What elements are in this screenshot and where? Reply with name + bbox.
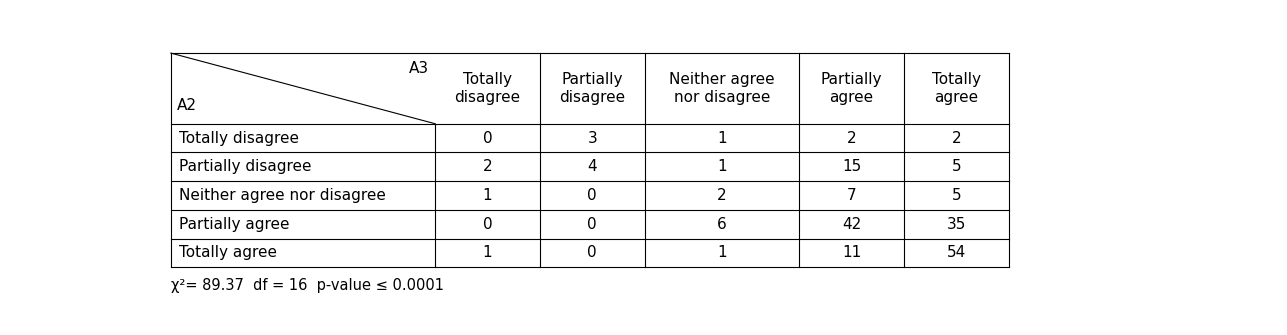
Text: 1: 1 (717, 245, 727, 260)
Text: 0: 0 (587, 188, 597, 203)
Text: 1: 1 (717, 159, 727, 174)
Text: 1: 1 (483, 188, 493, 203)
Text: 4: 4 (587, 159, 597, 174)
Text: A3: A3 (409, 61, 429, 76)
Text: 42: 42 (842, 217, 861, 232)
Text: Totally agree: Totally agree (179, 245, 277, 260)
Text: 0: 0 (483, 131, 493, 146)
Text: Totally
agree: Totally agree (932, 72, 981, 105)
Text: 5: 5 (951, 188, 961, 203)
Text: 1: 1 (717, 131, 727, 146)
Text: Partially
agree: Partially agree (821, 72, 883, 105)
Text: 6: 6 (717, 217, 727, 232)
Text: Partially agree: Partially agree (179, 217, 290, 232)
Text: 5: 5 (951, 159, 961, 174)
Text: 2: 2 (717, 188, 727, 203)
Text: Totally
disagree: Totally disagree (454, 72, 521, 105)
Text: 54: 54 (947, 245, 967, 260)
Text: 15: 15 (842, 159, 861, 174)
Text: 0: 0 (483, 217, 493, 232)
Text: χ²= 89.37  df = 16  p-value ≤ 0.0001: χ²= 89.37 df = 16 p-value ≤ 0.0001 (171, 278, 444, 293)
Text: Partially disagree: Partially disagree (179, 159, 311, 174)
Text: 2: 2 (951, 131, 961, 146)
Text: Neither agree nor disagree: Neither agree nor disagree (179, 188, 386, 203)
Text: 35: 35 (947, 217, 967, 232)
Text: A2: A2 (176, 98, 197, 114)
Text: Totally disagree: Totally disagree (179, 131, 299, 146)
Text: 1: 1 (483, 245, 493, 260)
Text: 0: 0 (587, 217, 597, 232)
Text: 7: 7 (847, 188, 856, 203)
Text: 11: 11 (842, 245, 861, 260)
Text: Partially
disagree: Partially disagree (559, 72, 625, 105)
Text: 2: 2 (847, 131, 856, 146)
Text: 2: 2 (483, 159, 493, 174)
Text: 3: 3 (587, 131, 597, 146)
Text: 0: 0 (587, 245, 597, 260)
Text: Neither agree
nor disagree: Neither agree nor disagree (669, 72, 775, 105)
